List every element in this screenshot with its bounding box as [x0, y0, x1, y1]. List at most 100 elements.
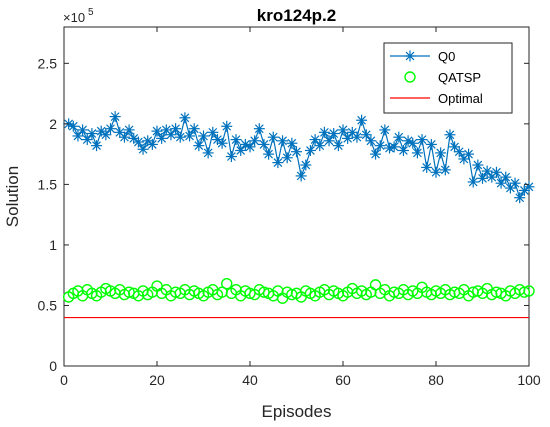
asterisk-stroke	[82, 135, 92, 144]
q0-point	[500, 171, 512, 183]
q0-point	[393, 131, 405, 143]
q0-point	[151, 125, 163, 137]
asterisk-stroke	[73, 131, 83, 141]
asterisk-stroke	[426, 140, 436, 149]
q0-point	[365, 135, 377, 147]
asterisk-stroke	[366, 136, 376, 146]
asterisk-stroke	[278, 136, 287, 146]
plot-area	[62, 111, 535, 319]
asterisk-stroke	[380, 125, 390, 135]
asterisk-stroke	[287, 138, 297, 148]
asterisk-stroke	[464, 149, 473, 159]
q0-point	[463, 148, 475, 160]
q0-point	[281, 152, 293, 164]
asterisk-stroke	[101, 130, 111, 140]
asterisk-stroke	[171, 124, 180, 134]
q0-point	[225, 151, 237, 163]
q0-point	[118, 131, 130, 143]
q0-point	[202, 147, 214, 159]
asterisk-stroke	[115, 127, 125, 137]
q0-point	[430, 166, 442, 178]
q0-point	[300, 159, 312, 171]
asterisk-stroke	[357, 115, 366, 125]
asterisk-stroke	[524, 182, 534, 192]
q0-point	[174, 131, 186, 143]
q0-point	[490, 166, 502, 178]
q0-point	[211, 134, 223, 146]
q0-point	[188, 123, 200, 135]
asterisk-stroke	[231, 135, 241, 144]
asterisk-stroke	[306, 146, 315, 155]
asterisk-stroke	[147, 140, 157, 149]
y-tick-label: 0.5	[38, 297, 58, 313]
q0-point	[100, 129, 112, 141]
asterisk-stroke	[245, 142, 255, 152]
asterisk-stroke	[180, 113, 190, 123]
asterisk-stroke	[236, 146, 246, 155]
asterisk-stroke	[134, 137, 143, 147]
q0-point	[337, 124, 349, 136]
q0-point	[342, 132, 354, 144]
q0-point	[170, 123, 182, 135]
y-tick-label: 2.5	[38, 55, 58, 71]
asterisk-stroke	[152, 126, 162, 136]
asterisk-stroke	[120, 132, 129, 142]
asterisk-stroke	[422, 163, 432, 172]
asterisk-stroke	[436, 148, 446, 158]
q0-point	[77, 124, 89, 136]
q0-point	[360, 129, 372, 141]
asterisk-stroke	[478, 173, 487, 183]
asterisk-stroke	[292, 147, 301, 157]
asterisk-stroke	[417, 135, 427, 144]
q0-point	[388, 141, 400, 153]
q0-point	[81, 134, 93, 146]
asterisk-stroke	[222, 121, 232, 131]
asterisk-stroke	[473, 160, 483, 170]
asterisk-stroke	[510, 178, 520, 188]
q0-point	[184, 130, 196, 142]
q0-point	[95, 125, 107, 137]
asterisk-stroke	[413, 148, 422, 158]
q0-point	[477, 172, 488, 184]
q0-point	[309, 134, 321, 146]
legend-label: QATSP	[438, 70, 481, 85]
q0-point	[397, 144, 409, 156]
asterisk-stroke	[468, 177, 478, 187]
q0-point	[328, 128, 340, 140]
asterisk-stroke	[371, 149, 380, 159]
q0-point	[253, 123, 265, 135]
legend: Q0 QATSP Optimal	[383, 42, 513, 114]
chart-title: kro124p.2	[257, 6, 336, 25]
asterisk-stroke	[496, 178, 506, 188]
q0-line	[68, 114, 530, 200]
asterisk-stroke	[445, 130, 455, 140]
asterisk-stroke	[199, 131, 208, 141]
q0-point	[67, 120, 79, 132]
y-multiplier-base: ×10	[63, 10, 85, 25]
q0-point	[523, 181, 535, 193]
asterisk-stroke	[408, 138, 418, 148]
asterisk-stroke	[375, 141, 385, 151]
asterisk-stroke	[347, 127, 357, 137]
asterisk-stroke	[320, 127, 329, 137]
asterisk-stroke	[208, 127, 218, 137]
asterisk-stroke	[440, 165, 450, 175]
y-tick-label: 1.5	[38, 176, 58, 192]
asterisk-stroke	[166, 130, 176, 140]
q0-point	[514, 192, 526, 204]
asterisk-stroke	[240, 140, 250, 149]
q0-point	[272, 157, 284, 169]
asterisk-stroke	[324, 136, 334, 146]
legend-label: Q0	[438, 49, 455, 64]
q0-point	[277, 135, 289, 147]
q0-point	[86, 128, 98, 140]
q0-point	[295, 170, 307, 182]
asterisk-stroke	[203, 148, 213, 158]
asterisk-stroke	[333, 141, 343, 151]
x-tick-label: 60	[335, 372, 351, 388]
ticks: 0 20 40 60 80 100 0 0.5 1 1.5 2 2.5	[38, 27, 541, 388]
q0-point	[332, 140, 344, 152]
q0-point	[230, 134, 242, 146]
asterisk-stroke	[454, 147, 464, 157]
x-tick-label: 20	[149, 372, 165, 388]
